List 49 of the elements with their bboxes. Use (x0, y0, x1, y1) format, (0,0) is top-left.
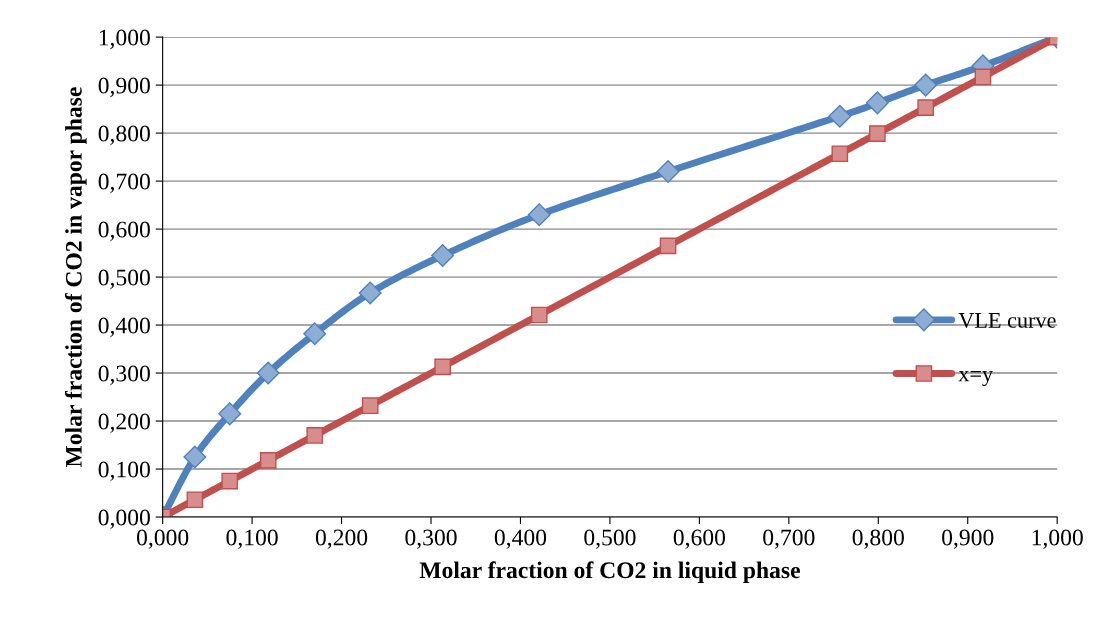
y-axis-title: Molar fraction of CO2 in vapor phase (64, 87, 87, 468)
y-tick-label: 0,700 (98, 173, 150, 193)
x-tick-label: 0,700 (763, 529, 815, 549)
point (306, 427, 324, 444)
point (186, 491, 204, 509)
x-tick-label: 1,000 (1032, 529, 1083, 549)
point (218, 402, 242, 426)
point (828, 104, 852, 128)
y-tick-label: 0,200 (98, 413, 150, 433)
y-tick-label: 0,400 (98, 317, 150, 337)
legend-label: x=y (958, 371, 993, 387)
point (358, 281, 382, 305)
point (259, 452, 277, 469)
y-tick-label: 0,300 (98, 365, 150, 385)
x-tick-label: 0,800 (852, 529, 904, 549)
x-tick-label: 0,100 (226, 529, 278, 549)
y-tick-label: 0,800 (98, 125, 150, 145)
point (914, 73, 938, 97)
y-tick-label: 0,100 (98, 461, 150, 481)
y-tick-label: 0,900 (98, 77, 150, 97)
x-tick-label: 0,000 (136, 529, 189, 549)
point (865, 91, 889, 115)
legend-label: VLE curve (958, 313, 1056, 328)
point (530, 306, 548, 324)
x-tick-label: 0,300 (405, 529, 457, 549)
point (434, 358, 451, 376)
point (361, 397, 379, 415)
point (303, 322, 327, 346)
point (659, 237, 677, 255)
point (917, 99, 935, 116)
point (527, 203, 551, 227)
point (831, 145, 849, 163)
point (183, 445, 207, 469)
x-axis-title: Molar fraction of CO2 in liquid phase (419, 561, 800, 584)
point (256, 361, 280, 385)
y-tick-label: 1,000 (99, 29, 150, 49)
point (656, 159, 680, 183)
point (974, 68, 992, 86)
y-tick-label: 0,600 (98, 221, 150, 241)
y-tick-label: 0,000 (98, 509, 150, 529)
point (221, 472, 239, 490)
x-tick-label: 0,900 (942, 529, 994, 549)
point (431, 243, 455, 267)
x-tick-label: 0,600 (673, 529, 726, 549)
point (869, 125, 886, 142)
y-tick-label: 0,500 (98, 269, 150, 289)
x-tick-label: 0,200 (315, 529, 368, 549)
x-tick-label: 0,500 (584, 529, 636, 549)
x-tick-label: 0,400 (494, 529, 547, 549)
